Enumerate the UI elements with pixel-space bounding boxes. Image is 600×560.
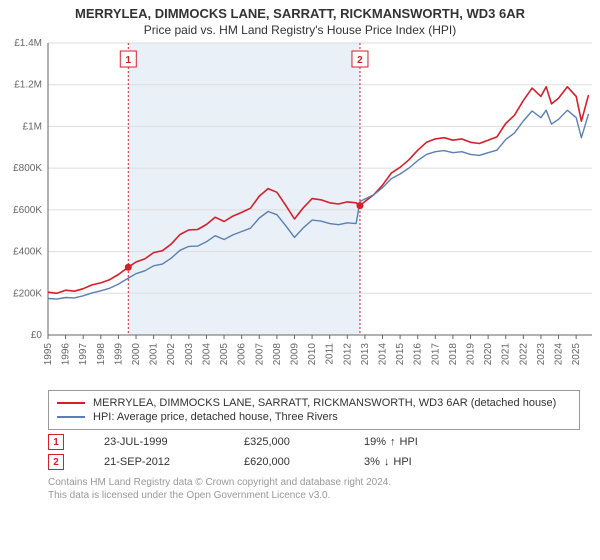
title-block: MERRYLEA, DIMMOCKS LANE, SARRATT, RICKMA… xyxy=(0,0,600,39)
chart-title: MERRYLEA, DIMMOCKS LANE, SARRATT, RICKMA… xyxy=(10,6,590,21)
x-tick-label: 2014 xyxy=(377,343,388,366)
sales-row: 1 23-JUL-1999 £325,000 19% ↑ HPI xyxy=(48,434,580,450)
chart-subtitle: Price paid vs. HM Land Registry's House … xyxy=(10,23,590,37)
legend-box: MERRYLEA, DIMMOCKS LANE, SARRATT, RICKMA… xyxy=(48,390,580,430)
sale-price: £620,000 xyxy=(244,456,324,468)
y-tick-label: £1.4M xyxy=(14,39,42,49)
x-tick-label: 2011 xyxy=(325,343,336,365)
legend-swatch xyxy=(57,402,85,404)
sale-marker-number: 2 xyxy=(357,55,363,66)
x-tick-label: 2004 xyxy=(201,343,212,366)
sale-date: 23-JUL-1999 xyxy=(104,436,204,448)
sale-marker-icon: 1 xyxy=(48,434,64,450)
x-tick-label: 2002 xyxy=(166,343,177,366)
footer-text: Contains HM Land Registry data © Crown c… xyxy=(48,476,580,502)
x-tick-label: 1995 xyxy=(43,343,54,366)
x-tick-label: 2016 xyxy=(413,343,424,366)
x-tick-label: 1996 xyxy=(61,343,72,366)
x-tick-label: 2001 xyxy=(149,343,160,366)
sale-hpi-label: HPI xyxy=(393,456,411,468)
x-tick-label: 2025 xyxy=(571,343,582,366)
x-tick-label: 2006 xyxy=(237,343,248,366)
x-tick-label: 2013 xyxy=(360,343,371,366)
sales-row: 2 21-SEP-2012 £620,000 3% ↓HPI xyxy=(48,454,580,470)
x-tick-label: 2008 xyxy=(272,343,283,366)
arrow-icon: ↓ xyxy=(384,456,390,468)
x-tick-label: 2000 xyxy=(131,343,142,366)
legend-label: HPI: Average price, detached house, Thre… xyxy=(93,411,338,423)
y-tick-label: £800K xyxy=(13,163,42,174)
x-tick-label: 2009 xyxy=(289,343,300,366)
x-tick-label: 2018 xyxy=(448,343,459,366)
x-tick-label: 2023 xyxy=(536,343,547,366)
x-tick-label: 2007 xyxy=(254,343,265,366)
x-tick-label: 2020 xyxy=(483,343,494,366)
legend-swatch xyxy=(57,416,85,418)
x-tick-label: 2010 xyxy=(307,343,318,366)
sale-marker-number: 1 xyxy=(125,55,131,66)
x-tick-label: 2015 xyxy=(395,343,406,366)
x-tick-label: 1998 xyxy=(96,343,107,366)
sale-hpi-label: HPI xyxy=(400,436,418,448)
y-tick-label: £1M xyxy=(23,121,42,132)
x-tick-label: 2012 xyxy=(342,343,353,366)
figure-container: MERRYLEA, DIMMOCKS LANE, SARRATT, RICKMA… xyxy=(0,0,600,502)
x-tick-label: 1997 xyxy=(78,343,89,366)
sale-date: 21-SEP-2012 xyxy=(104,456,204,468)
sale-hpi-pct: 19% xyxy=(364,436,386,448)
x-tick-label: 2005 xyxy=(219,343,230,366)
line-chart-svg: £0 £200K £400K £600K £800K £1M £1.2M £1.4M 1995 1… xyxy=(0,39,600,379)
y-tick-label: £400K xyxy=(13,247,42,258)
x-tick-label: 2021 xyxy=(501,343,512,366)
x-tick-label: 2003 xyxy=(184,343,195,366)
sale-hpi-change: 3% ↓HPI xyxy=(364,456,454,468)
sale-price: £325,000 xyxy=(244,436,324,448)
y-tick-label: £0 xyxy=(31,330,43,341)
sale-marker-icon: 2 xyxy=(48,454,64,470)
x-tick-label: 2017 xyxy=(430,343,441,366)
footer-line-1: Contains HM Land Registry data © Crown c… xyxy=(48,476,580,489)
legend-row: MERRYLEA, DIMMOCKS LANE, SARRATT, RICKMA… xyxy=(57,397,571,409)
x-tick-label: 2019 xyxy=(466,343,477,366)
sale-dot xyxy=(125,264,132,271)
sale-dot xyxy=(356,202,363,209)
sale-hpi-pct: 3% xyxy=(364,456,380,468)
footer-line-2: This data is licensed under the Open Gov… xyxy=(48,489,580,502)
chart-area: £0 £200K £400K £600K £800K £1M £1.2M £1.4M 1995 1… xyxy=(0,39,600,384)
sales-table: 1 23-JUL-1999 £325,000 19% ↑ HPI 2 21-SEP-2012 £… xyxy=(48,434,580,470)
arrow-icon: ↑ xyxy=(390,436,396,448)
y-tick-label: £600K xyxy=(13,205,42,216)
sale-hpi-change: 19% ↑ HPI xyxy=(364,436,454,448)
y-tick-label: £1.2M xyxy=(14,80,42,91)
legend-label: MERRYLEA, DIMMOCKS LANE, SARRATT, RICKMA… xyxy=(93,397,556,409)
ownership-band xyxy=(128,43,360,335)
x-tick-label: 2024 xyxy=(554,343,565,366)
y-tick-label: £200K xyxy=(13,288,42,299)
x-tick-label: 1999 xyxy=(113,343,124,366)
x-tick-label: 2022 xyxy=(518,343,529,366)
legend-row: HPI: Average price, detached house, Thre… xyxy=(57,411,571,423)
